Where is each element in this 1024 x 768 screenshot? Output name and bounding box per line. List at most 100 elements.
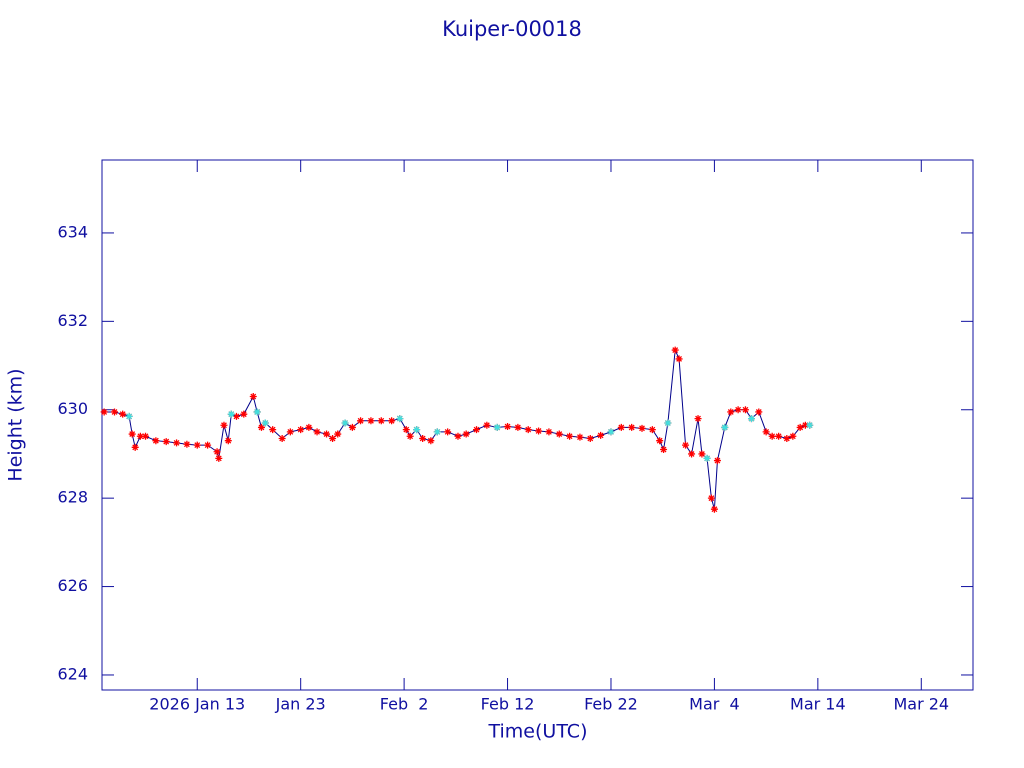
data-point — [545, 428, 553, 436]
x-tick-label: Mar 24 — [893, 695, 949, 714]
data-point — [261, 419, 269, 427]
data-point — [329, 434, 337, 442]
data-point — [334, 430, 342, 438]
data-point — [454, 432, 462, 440]
data-point — [707, 494, 715, 502]
data-point — [660, 446, 668, 454]
y-axis-label: Height (km) — [5, 368, 27, 481]
data-point — [406, 432, 414, 440]
data-point — [768, 432, 776, 440]
data-point — [806, 421, 814, 429]
data-point — [688, 450, 696, 458]
data-point — [727, 408, 735, 416]
data-point — [396, 415, 404, 423]
data-point — [796, 423, 804, 431]
data-point — [427, 437, 435, 445]
data-point — [413, 426, 421, 434]
data-point — [721, 423, 729, 431]
data-point — [286, 428, 294, 436]
data-point — [703, 454, 711, 462]
data-point — [444, 428, 452, 436]
data-point — [313, 428, 321, 436]
x-tick-label: Feb 22 — [584, 695, 638, 714]
data-point — [297, 426, 305, 434]
data-point — [535, 427, 543, 435]
x-tick-label: 2026 Jan 13 — [149, 695, 245, 714]
data-point — [628, 423, 636, 431]
data-point — [305, 423, 313, 431]
data-point — [617, 423, 625, 431]
data-point — [348, 423, 356, 431]
x-axis-label: Time(UTC) — [488, 721, 588, 743]
data-point — [183, 440, 191, 448]
data-point — [402, 426, 410, 434]
data-point — [762, 428, 770, 436]
data-point — [357, 417, 365, 425]
data-point — [597, 431, 605, 439]
x-tick-label: Feb 12 — [481, 695, 535, 714]
data-point — [698, 450, 706, 458]
data-point — [586, 434, 594, 442]
data-point — [377, 417, 385, 425]
data-point — [232, 412, 240, 420]
data-point — [193, 441, 201, 449]
data-point — [576, 433, 584, 441]
data-point — [755, 408, 763, 416]
data-point — [173, 439, 181, 447]
data-point — [682, 441, 690, 449]
data-point — [555, 430, 563, 438]
data-point — [341, 419, 349, 427]
data-point — [257, 423, 265, 431]
data-point — [775, 432, 783, 440]
data-point — [656, 437, 664, 445]
data-point — [741, 406, 749, 414]
data-point — [607, 428, 615, 436]
plot-frame — [101, 159, 974, 691]
y-tick-label: 626 — [57, 576, 88, 595]
x-tick-label: Jan 23 — [275, 695, 326, 714]
chart-title: Kuiper-00018 — [442, 17, 582, 41]
x-tick-label: Feb 2 — [380, 695, 429, 714]
data-point — [131, 443, 139, 451]
data-point — [142, 432, 150, 440]
data-point — [419, 434, 427, 442]
data-point — [278, 434, 286, 442]
data-point — [110, 408, 118, 416]
data-point — [801, 421, 809, 429]
data-point — [493, 423, 501, 431]
data-point — [162, 438, 170, 446]
data-point — [514, 423, 522, 431]
data-point — [204, 441, 212, 449]
data-point — [388, 417, 396, 425]
y-tick-label: 632 — [57, 311, 88, 330]
data-point — [227, 410, 235, 418]
data-point — [220, 421, 228, 429]
data-point — [125, 412, 133, 420]
data-point — [566, 432, 574, 440]
data-point — [224, 437, 232, 445]
data-point — [783, 434, 791, 442]
data-point — [323, 430, 331, 438]
data-point — [648, 426, 656, 434]
x-tick-label: Mar 14 — [790, 695, 846, 714]
data-point — [713, 457, 721, 465]
data-point — [462, 430, 470, 438]
y-tick-label: 624 — [57, 664, 88, 683]
data-point — [675, 355, 683, 363]
data-point — [119, 410, 127, 418]
data-point — [504, 423, 512, 431]
data-point — [367, 417, 375, 425]
data-point — [240, 410, 248, 418]
data-point — [747, 415, 755, 423]
data-point — [253, 408, 261, 416]
y-tick-label: 634 — [57, 222, 88, 241]
data-point — [100, 408, 108, 416]
data-point — [734, 406, 742, 414]
data-point — [524, 426, 532, 434]
data-point — [694, 415, 702, 423]
x-tick-label: Mar 4 — [689, 695, 740, 714]
y-tick-label: 628 — [57, 488, 88, 507]
data-point — [664, 419, 672, 427]
data-point — [215, 454, 223, 462]
